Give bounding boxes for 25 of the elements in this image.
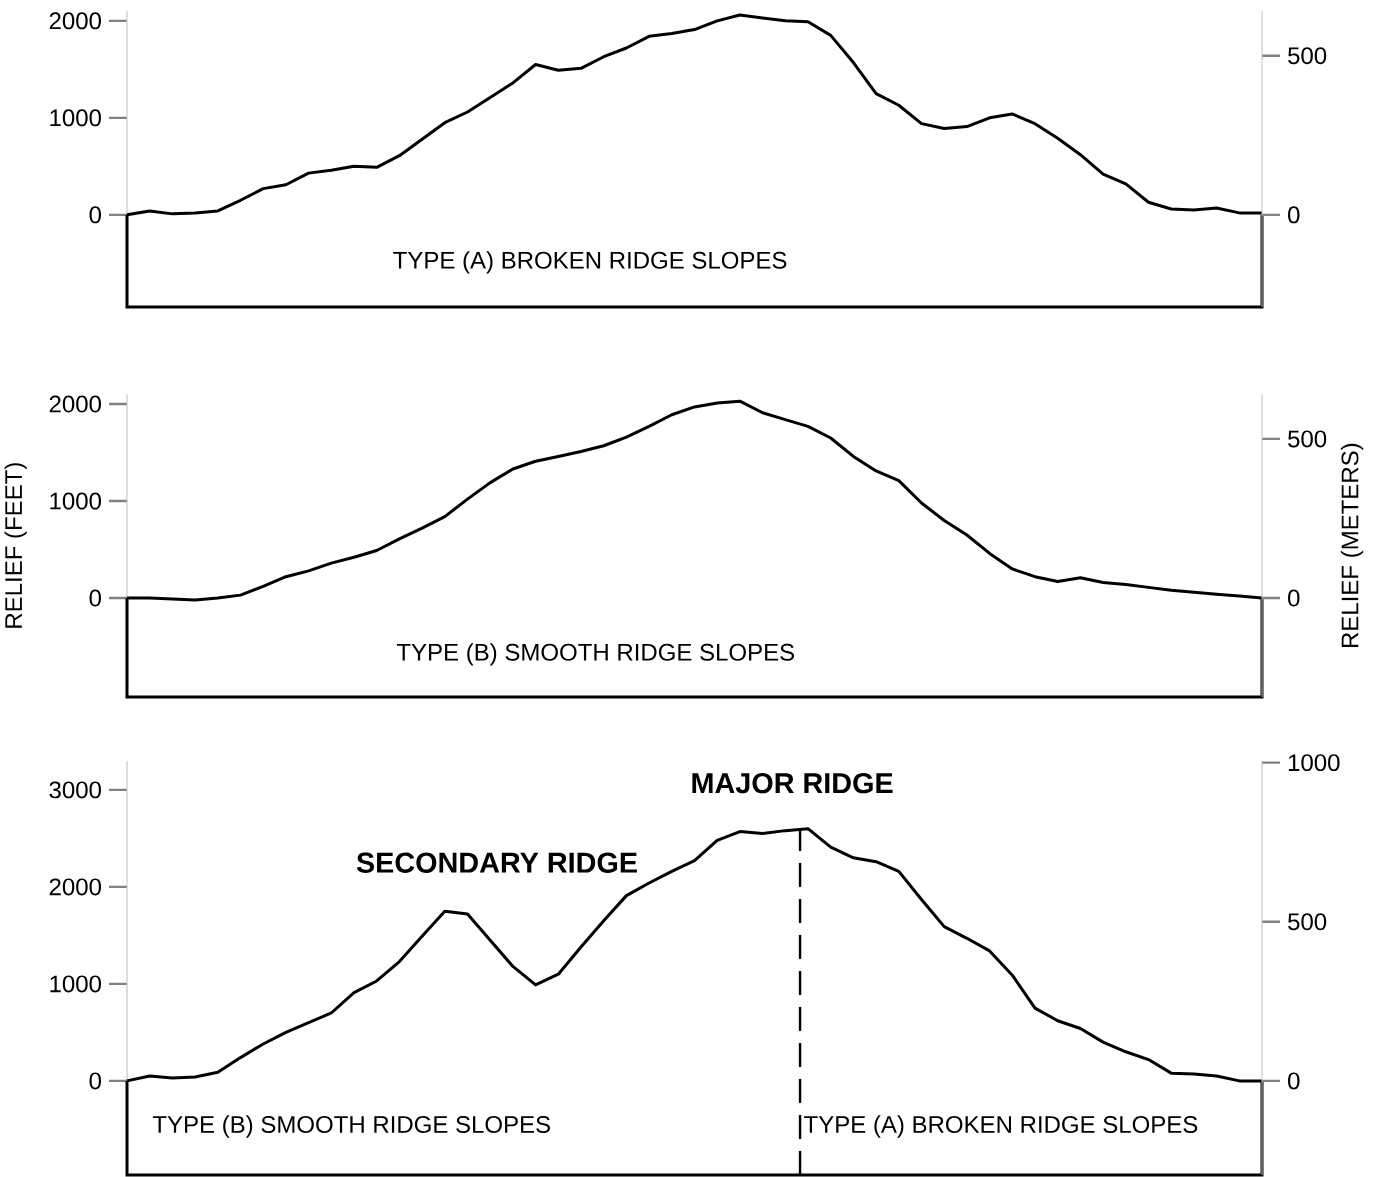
y-tick-label: 3000 — [49, 781, 101, 799]
y-tick-label: 2000 — [49, 12, 101, 30]
y-axis-title: RELIEF (FEET) — [4, 463, 27, 628]
annotation: SECONDARY RIDGE — [356, 852, 637, 873]
y-tick-label: 2000 — [49, 395, 101, 413]
y2-axis-title: RELIEF (METERS) — [1340, 443, 1364, 648]
y2-tick-label: 0 — [1288, 206, 1300, 224]
y-tick-label: 0 — [89, 1072, 102, 1090]
annotation: MAJOR RIDGE — [692, 772, 893, 794]
annotation: TYPE (A) BROKEN RIDGE SLOPES — [804, 1115, 1198, 1138]
y2-tick-label: 500 — [1288, 430, 1327, 448]
y-tick-label: 0 — [89, 589, 102, 607]
y2-tick-label: 0 — [1288, 589, 1300, 607]
y-tick-label: 2000 — [49, 878, 101, 896]
annotation: TYPE (B) SMOOTH RIDGE SLOPES — [152, 1115, 550, 1138]
y2-tick-label: 0 — [1288, 1072, 1300, 1090]
y2-tick-label: 1000 — [1288, 754, 1340, 772]
y-tick-label: 1000 — [50, 492, 101, 510]
y-tick-label: 0 — [89, 206, 102, 224]
y2-tick-label: 500 — [1288, 47, 1327, 65]
y2-tick-label: 500 — [1288, 913, 1327, 931]
annotation: TYPE (A) BROKEN RIDGE SLOPES — [393, 251, 787, 274]
y-tick-label: 1000 — [50, 975, 101, 993]
annotation: TYPE (B) SMOOTH RIDGE SLOPES — [396, 643, 795, 666]
y-tick-label: 1000 — [50, 109, 101, 127]
